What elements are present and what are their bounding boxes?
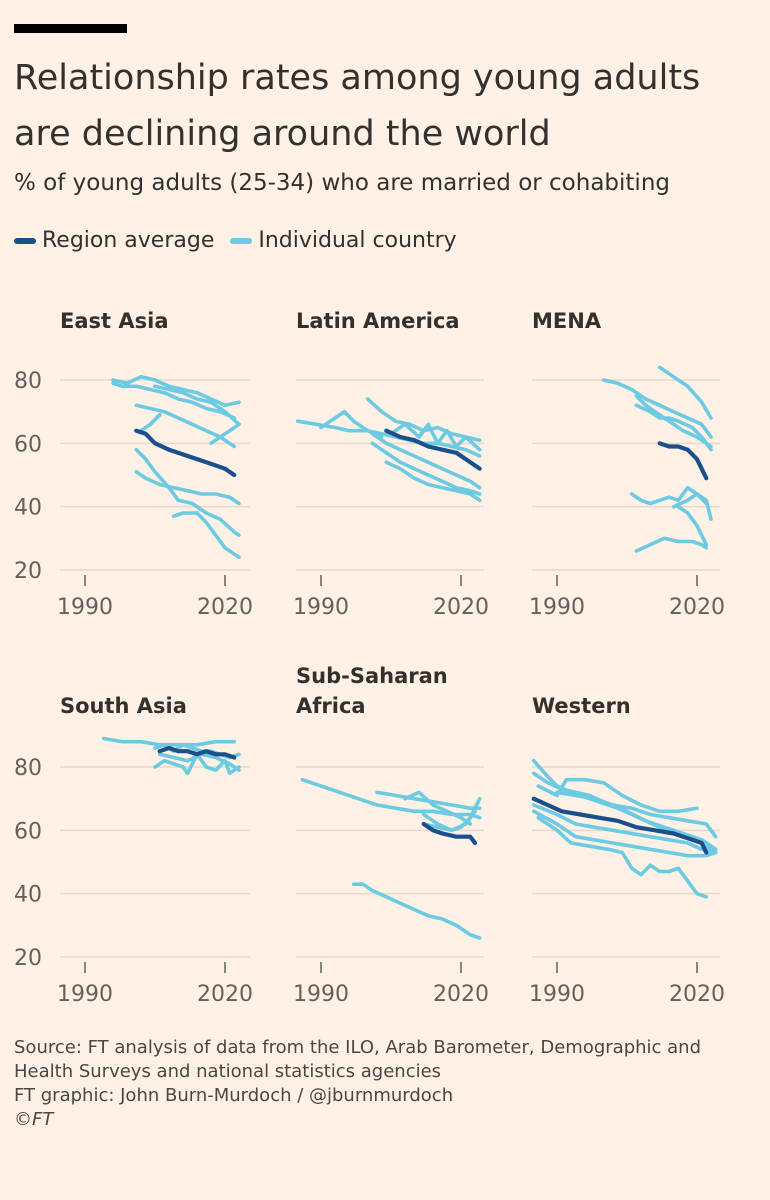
panel-title-mena: MENA	[532, 309, 602, 333]
y-tick-label-top-80: 80	[14, 369, 42, 394]
x-tick-label-latin-america-2020: 2020	[433, 595, 489, 620]
legend-swatch-region	[14, 237, 36, 244]
y-tick-label-top-40: 40	[14, 496, 42, 521]
region-average-line-mena	[657, 441, 709, 481]
country-line-south-asia-1	[101, 736, 237, 747]
country-line-latin-america-2	[319, 409, 384, 439]
legend-swatch-country	[230, 237, 253, 244]
panel-title-sub-saharan-africa: Africa	[296, 694, 366, 718]
legend: Region average Individual country	[14, 228, 473, 253]
country-line-western-7	[536, 815, 709, 899]
country-line-east-asia-8	[134, 447, 241, 538]
y-tick-label-bottom-40: 40	[14, 883, 42, 908]
country-line-western-5	[531, 803, 718, 855]
y-tick-label-bottom-20: 20	[14, 946, 42, 971]
x-tick-label-east-asia-2020: 2020	[197, 595, 253, 620]
country-line-mena-4	[634, 403, 713, 452]
country-line-east-asia-7	[134, 469, 241, 506]
copyright-text: ©FT	[14, 1109, 54, 1130]
x-tick-label-western-1990: 1990	[529, 982, 585, 1007]
panel-title-latin-america: Latin America	[296, 309, 460, 333]
region-average-line-east-asia	[134, 428, 237, 478]
country-line-east-asia-9	[171, 511, 241, 560]
chart-subtitle: % of young adults (25-34) who are marrie…	[14, 170, 670, 196]
country-line-western-4	[555, 790, 718, 839]
country-line-mena-2	[657, 365, 713, 420]
legend-item-country: Individual country	[230, 228, 457, 253]
x-tick-label-mena-2020: 2020	[669, 595, 725, 620]
chart-title: Relationship rates among young adults ar…	[14, 58, 701, 154]
country-line-sub-saharan-africa-5	[421, 809, 477, 833]
y-tick-label-bottom-60: 60	[14, 819, 42, 844]
country-line-east-asia-1	[111, 374, 241, 408]
x-tick-label-south-asia-1990: 1990	[57, 982, 113, 1007]
x-tick-label-south-asia-2020: 2020	[197, 982, 253, 1007]
legend-item-region: Region average	[14, 228, 214, 253]
y-tick-label-top-20: 20	[14, 559, 42, 584]
country-line-mena-5	[629, 485, 709, 506]
credit-text: FT graphic: John Burn-Murdoch / @jburnmu…	[14, 1085, 454, 1106]
source-notes: Source: FT analysis of data from the ILO…	[14, 1036, 759, 1132]
country-line-western-6	[531, 809, 718, 858]
ft-brand-bar	[14, 24, 127, 33]
x-tick-label-mena-1990: 1990	[529, 595, 585, 620]
country-line-east-asia-3	[153, 384, 241, 427]
panel-title-sub-saharan-africa: Sub-Saharan	[296, 664, 448, 688]
small-multiples-chart: East Asia 20 40 60 80 1990 2020 Latin America 19…	[14, 309, 725, 1007]
y-tick-label-top-60: 60	[14, 432, 42, 457]
country-line-east-asia-5	[139, 412, 162, 433]
country-line-mena-1	[601, 378, 713, 439]
country-line-east-asia-4	[134, 403, 237, 449]
legend-label-country: Individual country	[258, 228, 457, 253]
country-line-mena-8	[676, 504, 709, 547]
y-tick-label-bottom-80: 80	[14, 756, 42, 781]
country-line-sub-saharan-africa-1	[300, 777, 482, 820]
country-line-mena-6	[671, 492, 713, 522]
region-average-line-latin-america	[384, 428, 482, 471]
x-tick-label-latin-america-1990: 1990	[293, 595, 349, 620]
x-tick-label-east-asia-1990: 1990	[57, 595, 113, 620]
panel-title-east-asia: East Asia	[60, 309, 169, 333]
x-tick-label-western-2020: 2020	[669, 982, 725, 1007]
x-tick-label-sub-saharan-africa-2020: 2020	[433, 982, 489, 1007]
country-line-sub-saharan-africa-3	[403, 790, 473, 826]
legend-label-region: Region average	[42, 228, 215, 253]
panel-title-western: Western	[532, 694, 631, 718]
panel-title-south-asia: South Asia	[60, 694, 187, 718]
country-line-mena-3	[634, 393, 713, 449]
country-line-sub-saharan-africa-2	[375, 790, 482, 811]
x-tick-label-sub-saharan-africa-1990: 1990	[293, 982, 349, 1007]
country-line-western-3	[536, 777, 699, 814]
country-line-latin-america-4	[389, 422, 482, 452]
country-line-sub-saharan-africa-6	[351, 882, 482, 940]
country-line-latin-america-6	[370, 441, 482, 496]
country-line-latin-america-5	[370, 431, 482, 490]
country-line-east-asia-2	[111, 381, 237, 420]
country-line-east-asia-6	[209, 422, 241, 446]
region-average-line-south-asia	[157, 745, 237, 760]
region-average-line-western	[531, 796, 709, 855]
region-average-line-sub-saharan-africa	[421, 821, 478, 846]
country-line-mena-7	[634, 536, 709, 553]
country-line-latin-america-7	[384, 460, 482, 503]
source-text: Source: FT analysis of data from the ILO…	[14, 1037, 702, 1082]
